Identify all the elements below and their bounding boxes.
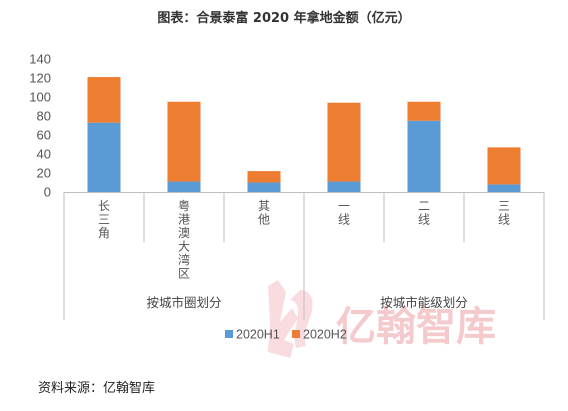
bar-2020h2-3 (247, 171, 281, 183)
x-group-label: 按城市圈划分 (146, 295, 221, 310)
bar-2020h1-1 (87, 122, 121, 192)
x-category-label: 三线 (498, 199, 510, 227)
bar-layer (87, 77, 521, 192)
y-tick-label: 0 (44, 185, 51, 200)
watermark: 亿翰智库 (268, 280, 496, 358)
bar-2020h2-1 (87, 77, 121, 123)
legend-swatch-2020h2 (292, 330, 300, 338)
bar-2020h2-4 (327, 102, 361, 182)
legend-swatch-2020h1 (225, 330, 233, 338)
legend-label-2020h1: 2020H1 (236, 328, 280, 342)
bar-2020h1-5 (407, 120, 441, 192)
legend-label-2020h2: 2020H2 (303, 328, 347, 342)
x-category-label: 长三角 (98, 199, 110, 240)
axis-layer: 0 20 40 60 80 100 120 140 (29, 52, 545, 320)
y-tick-label: 100 (29, 90, 51, 105)
watermark-text: 亿翰智库 (336, 304, 496, 350)
bar-2020h1-4 (327, 181, 361, 192)
x-category-label: 一线 (338, 199, 350, 227)
bar-2020h1-3 (247, 182, 281, 192)
bar-2020h2-6 (487, 147, 521, 185)
bar-2020h1-6 (487, 184, 521, 192)
watermark-seal (268, 280, 313, 358)
legend: 2020H1 2020H2 (225, 328, 347, 342)
x-group-label: 按城市能级划分 (380, 295, 468, 310)
y-tick-label: 40 (37, 147, 51, 162)
bar-2020h2-2 (167, 101, 201, 182)
x-category-label: 粤港澳大湾区 (178, 198, 190, 281)
y-tick-label: 60 (37, 128, 51, 143)
bar-2020h2-5 (407, 101, 441, 121)
y-tick-label: 120 (29, 71, 51, 86)
y-tick-label: 20 (37, 166, 51, 181)
source-note: 资料来源：亿翰智库 (38, 380, 155, 396)
y-tick-label: 80 (37, 109, 51, 124)
x-category-label: 其他 (258, 199, 270, 227)
y-tick-label: 140 (29, 52, 51, 67)
chart-title: 图表：合景泰富 2020 年拿地金额（亿元） (157, 10, 410, 26)
x-category-label: 二线 (418, 199, 430, 227)
bar-2020h1-2 (167, 181, 201, 192)
